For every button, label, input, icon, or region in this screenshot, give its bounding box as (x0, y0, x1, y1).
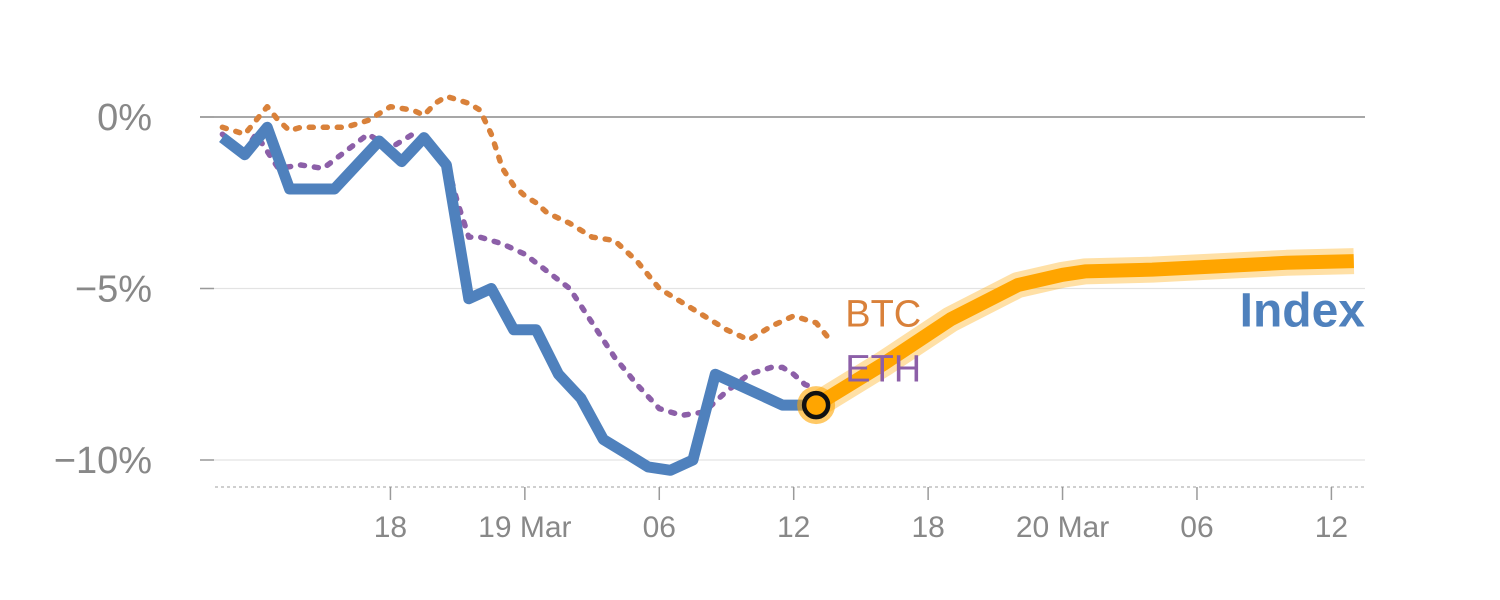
index-line (219, 121, 828, 476)
x-tick-label: 06 (1180, 511, 1213, 544)
y-tick-label: 0% (97, 97, 152, 139)
x-tick-label: 06 (643, 511, 676, 544)
y-tick-label: −5% (75, 269, 152, 311)
eth-line (219, 131, 819, 419)
y-tick-label: −10% (54, 440, 152, 482)
x-tick-label: 12 (1315, 511, 1348, 544)
eth-label: ETH (845, 348, 921, 390)
x-tick-label: 18 (911, 511, 944, 544)
x-tick-label: 18 (374, 511, 407, 544)
btc-line (219, 93, 831, 343)
label-layer: BTC ETH Index (845, 285, 1365, 391)
grid-layer (200, 116, 1365, 461)
index-forecast-line (812, 254, 1354, 412)
x-tick-label: 19 Mar (478, 511, 571, 544)
y-axis: 0% −5% −10% (54, 97, 152, 482)
x-tick-label: 20 Mar (1016, 511, 1109, 544)
current-point-marker (801, 390, 831, 420)
btc-label: BTC (845, 294, 921, 336)
x-axis: 18 19 Mar 06 12 18 20 Mar 06 12 (215, 486, 1365, 544)
x-tick-label: 12 (777, 511, 810, 544)
series-layer (219, 93, 1355, 476)
index-label: Index (1240, 285, 1366, 338)
